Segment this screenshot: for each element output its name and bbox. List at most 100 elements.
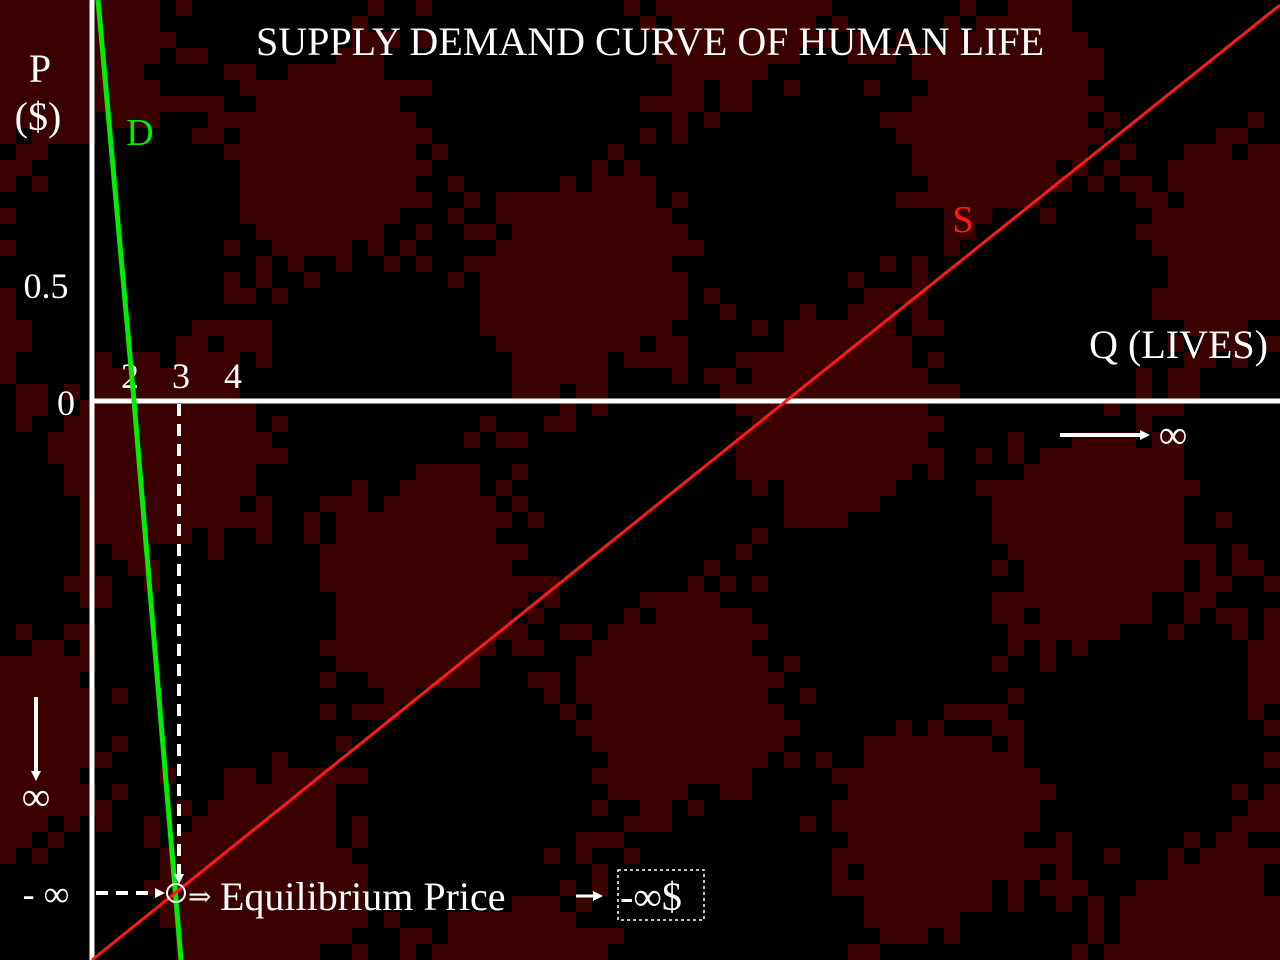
- pattern-cell: [320, 816, 336, 832]
- pattern-cell: [800, 16, 816, 32]
- pattern-cell: [272, 128, 288, 144]
- pattern-cell: [1168, 912, 1184, 928]
- pattern-cell: [576, 320, 592, 336]
- pattern-cell: [768, 368, 784, 384]
- pattern-cell: [912, 928, 928, 944]
- pattern-cell: [896, 784, 912, 800]
- pattern-cell: [64, 416, 80, 432]
- series-label-s: S: [952, 199, 973, 241]
- pattern-cell: [304, 176, 320, 192]
- pattern-cell: [576, 720, 592, 736]
- pattern-cell: [336, 880, 352, 896]
- pattern-cell: [192, 352, 208, 368]
- pattern-cell: [16, 624, 32, 640]
- pattern-cell: [16, 16, 32, 32]
- pattern-cell: [416, 672, 432, 688]
- pattern-cell: [1008, 880, 1024, 896]
- pattern-cell: [880, 464, 896, 480]
- pattern-cell: [432, 592, 448, 608]
- pattern-cell: [1072, 64, 1088, 80]
- pattern-cell: [16, 688, 32, 704]
- pattern-cell: [112, 32, 128, 48]
- pattern-cell: [976, 880, 992, 896]
- pattern-cell: [1072, 544, 1088, 560]
- pattern-cell: [48, 16, 64, 32]
- pattern-cell: [624, 688, 640, 704]
- pattern-cell: [928, 192, 944, 208]
- pattern-cell: [576, 624, 592, 640]
- pattern-cell: [288, 128, 304, 144]
- pattern-cell: [352, 624, 368, 640]
- pattern-cell: [352, 880, 368, 896]
- pattern-cell: [1152, 576, 1168, 592]
- pattern-cell: [752, 688, 768, 704]
- pattern-cell: [1088, 560, 1104, 576]
- pattern-cell: [448, 672, 464, 688]
- pattern-cell: [624, 704, 640, 720]
- pattern-cell: [352, 832, 368, 848]
- pattern-cell: [608, 304, 624, 320]
- pattern-cell: [0, 112, 16, 128]
- pattern-cell: [1120, 176, 1136, 192]
- pattern-cell: [864, 800, 880, 816]
- pattern-cell: [976, 112, 992, 128]
- pattern-cell: [640, 256, 656, 272]
- pattern-cell: [992, 64, 1008, 80]
- pattern-cell: [736, 608, 752, 624]
- pattern-cell: [1008, 848, 1024, 864]
- pattern-cell: [1216, 208, 1232, 224]
- pattern-cell: [960, 128, 976, 144]
- pattern-cell: [416, 160, 432, 176]
- pattern-cell: [992, 704, 1008, 720]
- pattern-cell: [672, 224, 688, 240]
- pattern-cell: [336, 144, 352, 160]
- pattern-cell: [768, 736, 784, 752]
- pattern-cell: [416, 528, 432, 544]
- pattern-cell: [208, 864, 224, 880]
- pattern-cell: [64, 464, 80, 480]
- pattern-cell: [656, 288, 672, 304]
- pattern-cell: [1184, 272, 1200, 288]
- pattern-cell: [640, 624, 656, 640]
- pattern-cell: [96, 496, 112, 512]
- pattern-cell: [16, 704, 32, 720]
- pattern-cell: [1008, 752, 1024, 768]
- pattern-cell: [112, 688, 128, 704]
- pattern-cell: [528, 256, 544, 272]
- pattern-cell: [240, 144, 256, 160]
- pattern-cell: [128, 64, 144, 80]
- pattern-cell: [864, 768, 880, 784]
- pattern-cell: [928, 864, 944, 880]
- pattern-cell: [752, 64, 768, 80]
- pattern-cell: [1024, 144, 1040, 160]
- pattern-cell: [688, 608, 704, 624]
- pattern-cell: [192, 512, 208, 528]
- pattern-cell: [880, 416, 896, 432]
- pattern-cell: [544, 288, 560, 304]
- pattern-cell: [704, 640, 720, 656]
- pattern-cell: [1008, 784, 1024, 800]
- pattern-cell: [512, 896, 528, 912]
- pattern-cell: [1232, 544, 1248, 560]
- pattern-cell: [1056, 144, 1072, 160]
- pattern-cell: [384, 560, 400, 576]
- pattern-cell: [256, 864, 272, 880]
- pattern-cell: [960, 48, 976, 64]
- pattern-cell: [1264, 640, 1280, 656]
- pattern-cell: [720, 16, 736, 32]
- pattern-cell: [1024, 576, 1040, 592]
- pattern-cell: [1264, 224, 1280, 240]
- pattern-cell: [64, 128, 80, 144]
- pattern-cell: [1040, 48, 1056, 64]
- pattern-cell: [816, 352, 832, 368]
- pattern-cell: [976, 704, 992, 720]
- pattern-cell: [144, 96, 160, 112]
- pattern-cell: [848, 352, 864, 368]
- pattern-cell: [768, 448, 784, 464]
- series-line-d: [95, 0, 184, 960]
- pattern-cell: [1136, 176, 1152, 192]
- pattern-cell: [320, 864, 336, 880]
- pattern-cell: [736, 48, 752, 64]
- pattern-cell: [1200, 208, 1216, 224]
- pattern-cell: [1072, 944, 1088, 960]
